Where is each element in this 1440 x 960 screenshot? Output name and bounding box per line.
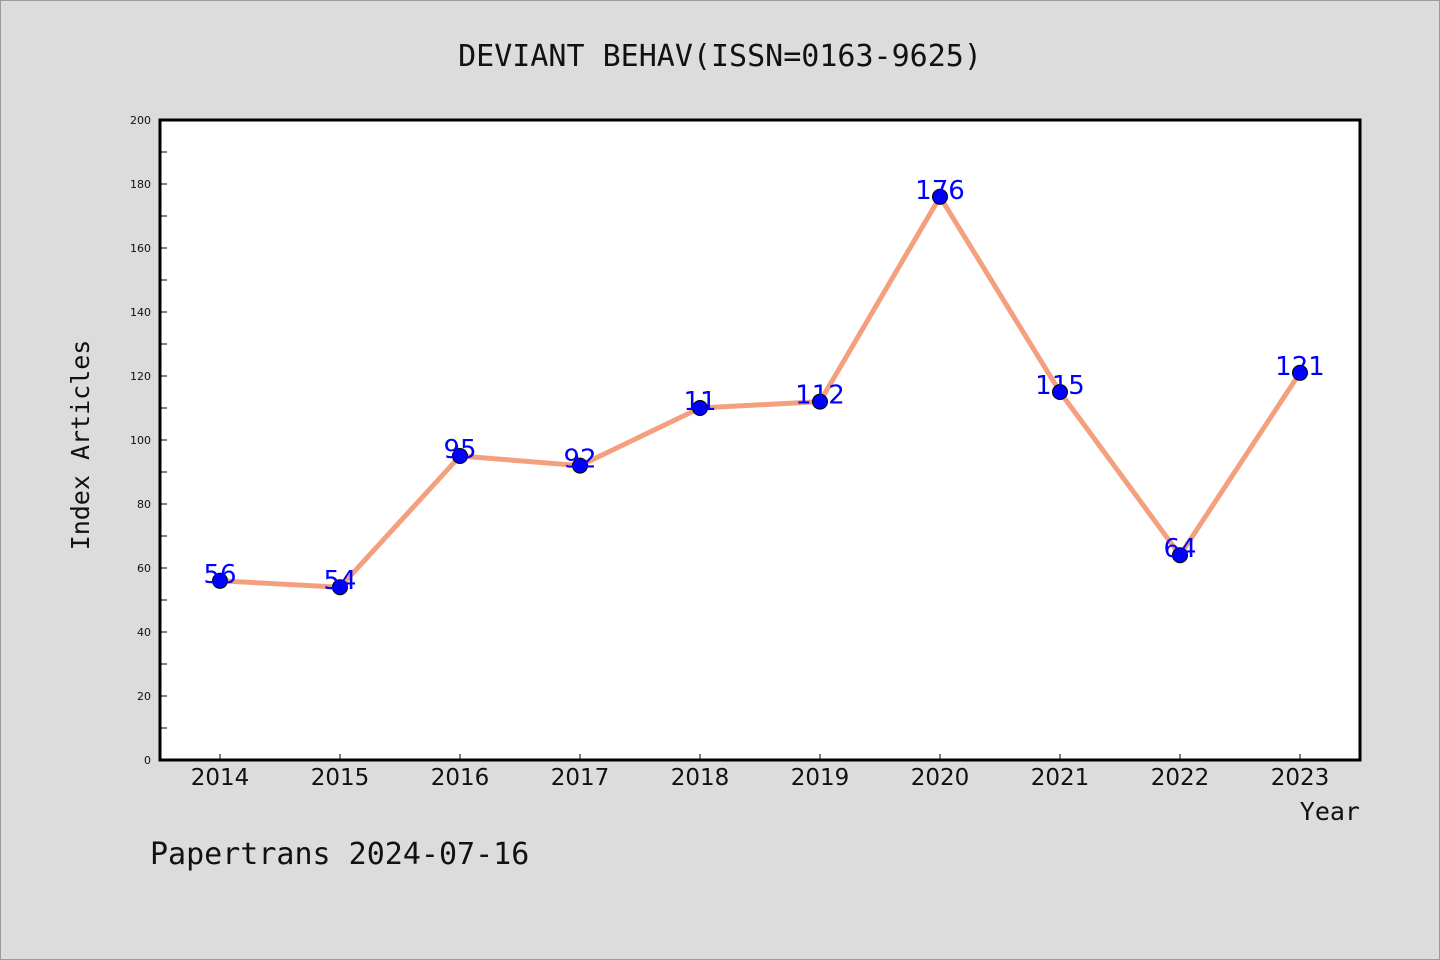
y-tick-label: 140 [130, 306, 151, 319]
data-label: 92 [563, 445, 596, 475]
data-point [452, 448, 468, 464]
x-axis: 2014 2015 2016 2017 2018 2019 2020 2021 2022 2023 [191, 754, 1330, 791]
data-point [212, 572, 228, 589]
data-point [332, 579, 348, 596]
y-tick-label: 120 [130, 370, 151, 383]
y-tick-label: 0 [144, 754, 151, 767]
x-tick-label: 2015 [311, 765, 370, 791]
x-tick-label: 2022 [1151, 765, 1210, 791]
data-labels: 56 54 95 92 11 112 176 115 64 121 [203, 176, 1324, 596]
y-tick-label: 100 [130, 434, 151, 447]
x-tick-label: 2016 [431, 765, 490, 791]
data-label: 115 [1035, 371, 1085, 401]
y-tick-label: 160 [130, 242, 151, 255]
x-tick-label: 2023 [1271, 765, 1330, 791]
y-tick-label: 40 [137, 626, 151, 639]
y-axis: 0 20 40 60 80 100 120 140 160 180 200 [130, 114, 167, 767]
data-label: 176 [915, 176, 965, 206]
data-label: 54 [323, 566, 356, 596]
data-label: 56 [203, 560, 236, 590]
data-point [1172, 547, 1188, 564]
y-tick-label: 200 [130, 114, 151, 127]
data-point [1052, 384, 1068, 400]
data-label: 11 [683, 387, 716, 417]
data-point [1292, 364, 1308, 381]
data-point [572, 457, 588, 474]
footer-credit: Papertrans 2024-07-16 [150, 837, 529, 872]
data-label: 95 [443, 435, 476, 465]
x-tick-label: 2019 [791, 765, 850, 791]
x-tick-label: 2018 [671, 765, 730, 791]
data-label: 112 [795, 381, 845, 411]
chart-title: DEVIANT BEHAV(ISSN=0163-9625) [458, 39, 982, 74]
x-tick-label: 2021 [1031, 765, 1090, 791]
x-tick-label: 2014 [191, 765, 250, 791]
data-label: 121 [1275, 352, 1325, 382]
y-tick-label: 180 [130, 178, 151, 191]
x-axis-label: Year [1300, 797, 1360, 826]
y-tick-label: 60 [137, 562, 151, 575]
data-markers [212, 188, 1308, 596]
data-label: 64 [1163, 534, 1196, 564]
y-tick-label: 20 [137, 690, 151, 703]
data-point [812, 393, 828, 410]
y-tick-label: 80 [137, 498, 151, 511]
data-point [932, 188, 948, 205]
x-tick-label: 2017 [551, 765, 610, 791]
series-polyline [219, 194, 1303, 590]
series-line [219, 194, 1303, 590]
y-axis-label: Index Articles [66, 340, 95, 551]
x-tick-label: 2020 [911, 765, 970, 791]
plot-area [158, 118, 1362, 762]
data-point [692, 400, 708, 416]
